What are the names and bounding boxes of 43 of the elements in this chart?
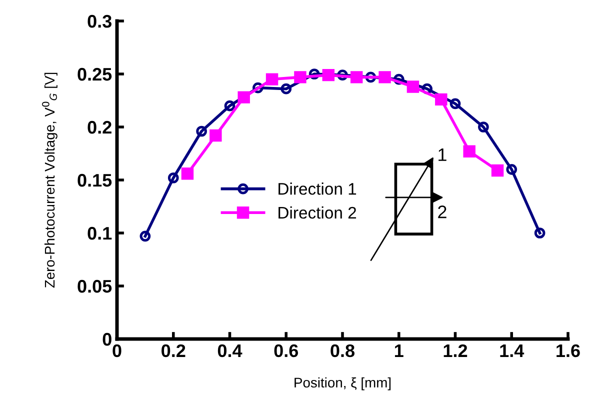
point — [181, 168, 194, 180]
point — [478, 122, 489, 132]
point — [266, 73, 278, 86]
point — [294, 71, 306, 84]
y-tick-label: 0.05 — [78, 280, 112, 293]
point — [140, 230, 151, 242]
x-tick-label: 1 — [394, 344, 404, 357]
legend-label: Direction 1 — [278, 182, 356, 195]
y-tick-label: 0.15 — [78, 174, 112, 187]
y-tick-label: 0.2 — [88, 120, 112, 134]
x-axis-title: Position, ξ [mm] — [294, 377, 391, 390]
x-tick-label: 0 — [112, 344, 122, 358]
annotation: 2 — [438, 206, 446, 218]
x-tick-label: 0.4 — [218, 344, 242, 358]
x-tick-label: 0.6 — [274, 344, 298, 358]
point — [210, 129, 222, 142]
y-tick-label: 0 — [102, 332, 112, 346]
point — [506, 164, 518, 175]
point — [406, 80, 420, 93]
x-tick-label: 1.6 — [556, 344, 580, 358]
annotation: 1 — [438, 148, 446, 161]
point — [238, 91, 250, 104]
y-tick-label: 0.25 — [78, 68, 112, 81]
point — [534, 228, 546, 238]
point — [450, 98, 461, 110]
y-axis-title: Zero-Photocurrent Voltage, V$^{0}$$_{G}$ [V] — [42, 72, 58, 288]
point — [463, 145, 476, 158]
x-tick-label: 0.8 — [330, 344, 354, 358]
point — [350, 71, 363, 84]
point — [224, 100, 236, 112]
point — [378, 71, 391, 84]
point — [280, 83, 292, 94]
point — [491, 164, 504, 177]
x-tick-label: 1.4 — [500, 344, 524, 357]
legend-label: Direction 2 — [278, 206, 356, 219]
x-tick-label: 1.2 — [444, 344, 468, 357]
y-tick-label: 0.3 — [88, 14, 112, 28]
point — [168, 172, 179, 184]
x-tick-label: 0.2 — [162, 344, 186, 358]
point — [322, 68, 335, 82]
point — [196, 126, 207, 137]
y-tick-label: 0.1 — [88, 226, 112, 240]
point — [435, 93, 448, 106]
